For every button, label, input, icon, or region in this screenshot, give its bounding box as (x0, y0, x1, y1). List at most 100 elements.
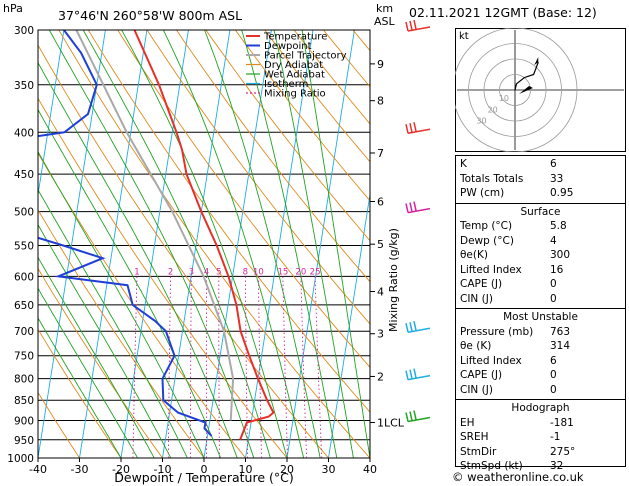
wind-barb (405, 19, 431, 32)
surface-row: Dewp (°C) 4 (456, 235, 625, 249)
index-value: 763 (550, 325, 571, 338)
x-tick-label: 40 (363, 463, 377, 476)
legend-label: Temperature (263, 32, 327, 43)
legend-label: Mixing Ratio (264, 89, 326, 100)
index-value: 32 (550, 460, 564, 472)
hodograph-row: StmSpd (kt) 32 (456, 460, 625, 474)
wet-adiabat-line (38, 287, 138, 458)
dry-adiabat-line (38, 44, 329, 458)
pressure-tick-label: 750 (14, 351, 34, 363)
index-label: EH (460, 416, 475, 429)
isotherm-line (38, 30, 65, 198)
wind-barb (405, 368, 431, 381)
index-label: Temp (°C) (460, 220, 513, 232)
dry-adiabat-line (38, 457, 39, 458)
index-value: 0 (550, 292, 557, 305)
hodograph-arrow-icon (534, 57, 539, 66)
index-value: 0 (550, 383, 557, 396)
mixing-ratio-line (189, 276, 192, 458)
panel-divider (456, 399, 625, 400)
dewpoint-line (38, 30, 213, 437)
mixing-ratio-line (218, 276, 220, 458)
storm-motion-arrow-icon (519, 86, 533, 94)
wet-adiabat-line (38, 317, 122, 458)
panel-divider (456, 202, 625, 204)
hodograph-ring (468, 43, 562, 137)
x-tick-label: -30 (71, 463, 89, 476)
hodograph-ring (455, 28, 578, 152)
index-label: θe (K) (460, 340, 492, 352)
most-unstable-row: Pressure (mb) 763 (456, 326, 625, 340)
index-label: StmSpd (kt) (460, 460, 523, 472)
pressure-tick-label: 1000 (7, 453, 34, 465)
legend-label: Isotherm (264, 79, 308, 90)
wet-adiabat-line (162, 30, 305, 458)
legend-label: Wet Adiabat (264, 70, 325, 81)
wind-barb (405, 321, 431, 333)
index-label: θe(K) (460, 249, 488, 261)
hodograph-trace (514, 61, 539, 91)
parcel-trajectory-line (75, 30, 235, 421)
pressure-tick-label: 950 (14, 435, 34, 447)
isotherm-line (38, 30, 106, 458)
mixing-ratio-line (314, 276, 323, 458)
dry-adiabat-line (175, 30, 370, 283)
hodograph-title: Hodograph (511, 402, 570, 414)
x-tick-label: 10 (239, 463, 253, 476)
index-label: CAPE (J) (460, 278, 503, 290)
mixing-ratio-tick-label: 25 (310, 267, 321, 277)
pressure-tick-label: 800 (14, 374, 34, 386)
pressure-tick-label: 700 (14, 326, 34, 338)
mixing-ratio-line (132, 276, 138, 458)
panel-divider (456, 308, 625, 309)
pressure-tick-label: 550 (14, 240, 34, 252)
index-value: 16 (550, 263, 564, 276)
index-label: StmDir (460, 445, 497, 458)
mixing-ratio-tick-label: 5 (216, 267, 221, 277)
temperature-line (133, 30, 275, 441)
index-value: 0 (550, 369, 557, 381)
mixing-ratio-tick-label: 3 (189, 267, 194, 277)
wet-adiabat-line (82, 30, 271, 458)
km-tick-label: 9 (377, 58, 384, 71)
wet-adiabat-line (38, 61, 238, 458)
mixing-ratio-line (257, 276, 262, 458)
km-tick-label: 7 (377, 147, 384, 160)
mixing-ratio-axis-title: Mixing Ratio (g/kg) (387, 228, 400, 332)
surface-row: Lifted Index 16 (456, 264, 625, 278)
km-tick-label: 3 (377, 328, 384, 341)
hodograph-ring-label: 10 (499, 94, 509, 103)
index-label: CIN (J) (460, 383, 493, 396)
index-value: 6 (550, 158, 557, 170)
wet-adiabat-line (204, 30, 321, 458)
index-label: Lifted Index (460, 263, 522, 276)
wet-adiabat-line (241, 30, 338, 458)
km-tick-label: 5 (377, 238, 384, 251)
index-label: CIN (J) (460, 292, 493, 305)
index-label: Totals Totals (460, 172, 524, 185)
wet-adiabat-line (38, 188, 188, 458)
km-tick-label: 8 (377, 95, 384, 108)
index-value: 4 (550, 234, 557, 247)
pressure-tick-label: 300 (14, 25, 34, 37)
wind-barb (405, 122, 431, 135)
hodograph-ring-label: 30 (476, 116, 486, 125)
isotherm-line (203, 30, 272, 458)
index-value: 6 (550, 354, 557, 367)
index-value: 300 (550, 249, 571, 261)
x-tick-label: -10 (154, 463, 172, 476)
wet-adiabat-line (48, 30, 255, 458)
isotherm-line (286, 30, 355, 458)
mixing-ratio-tick-label: 8 (243, 267, 248, 277)
mixing-ratio-tick-label: 20 (295, 267, 306, 277)
index-value: -1 (550, 431, 561, 443)
isotherm-line (328, 191, 370, 458)
index-label: CAPE (J) (460, 369, 503, 381)
pressure-tick-label: 900 (14, 416, 34, 428)
hodograph-ring (483, 58, 547, 122)
index-row: PW (cm) 0.95 (456, 187, 625, 201)
index-value: 0.95 (550, 187, 574, 199)
dry-adiabat-line (264, 30, 370, 163)
